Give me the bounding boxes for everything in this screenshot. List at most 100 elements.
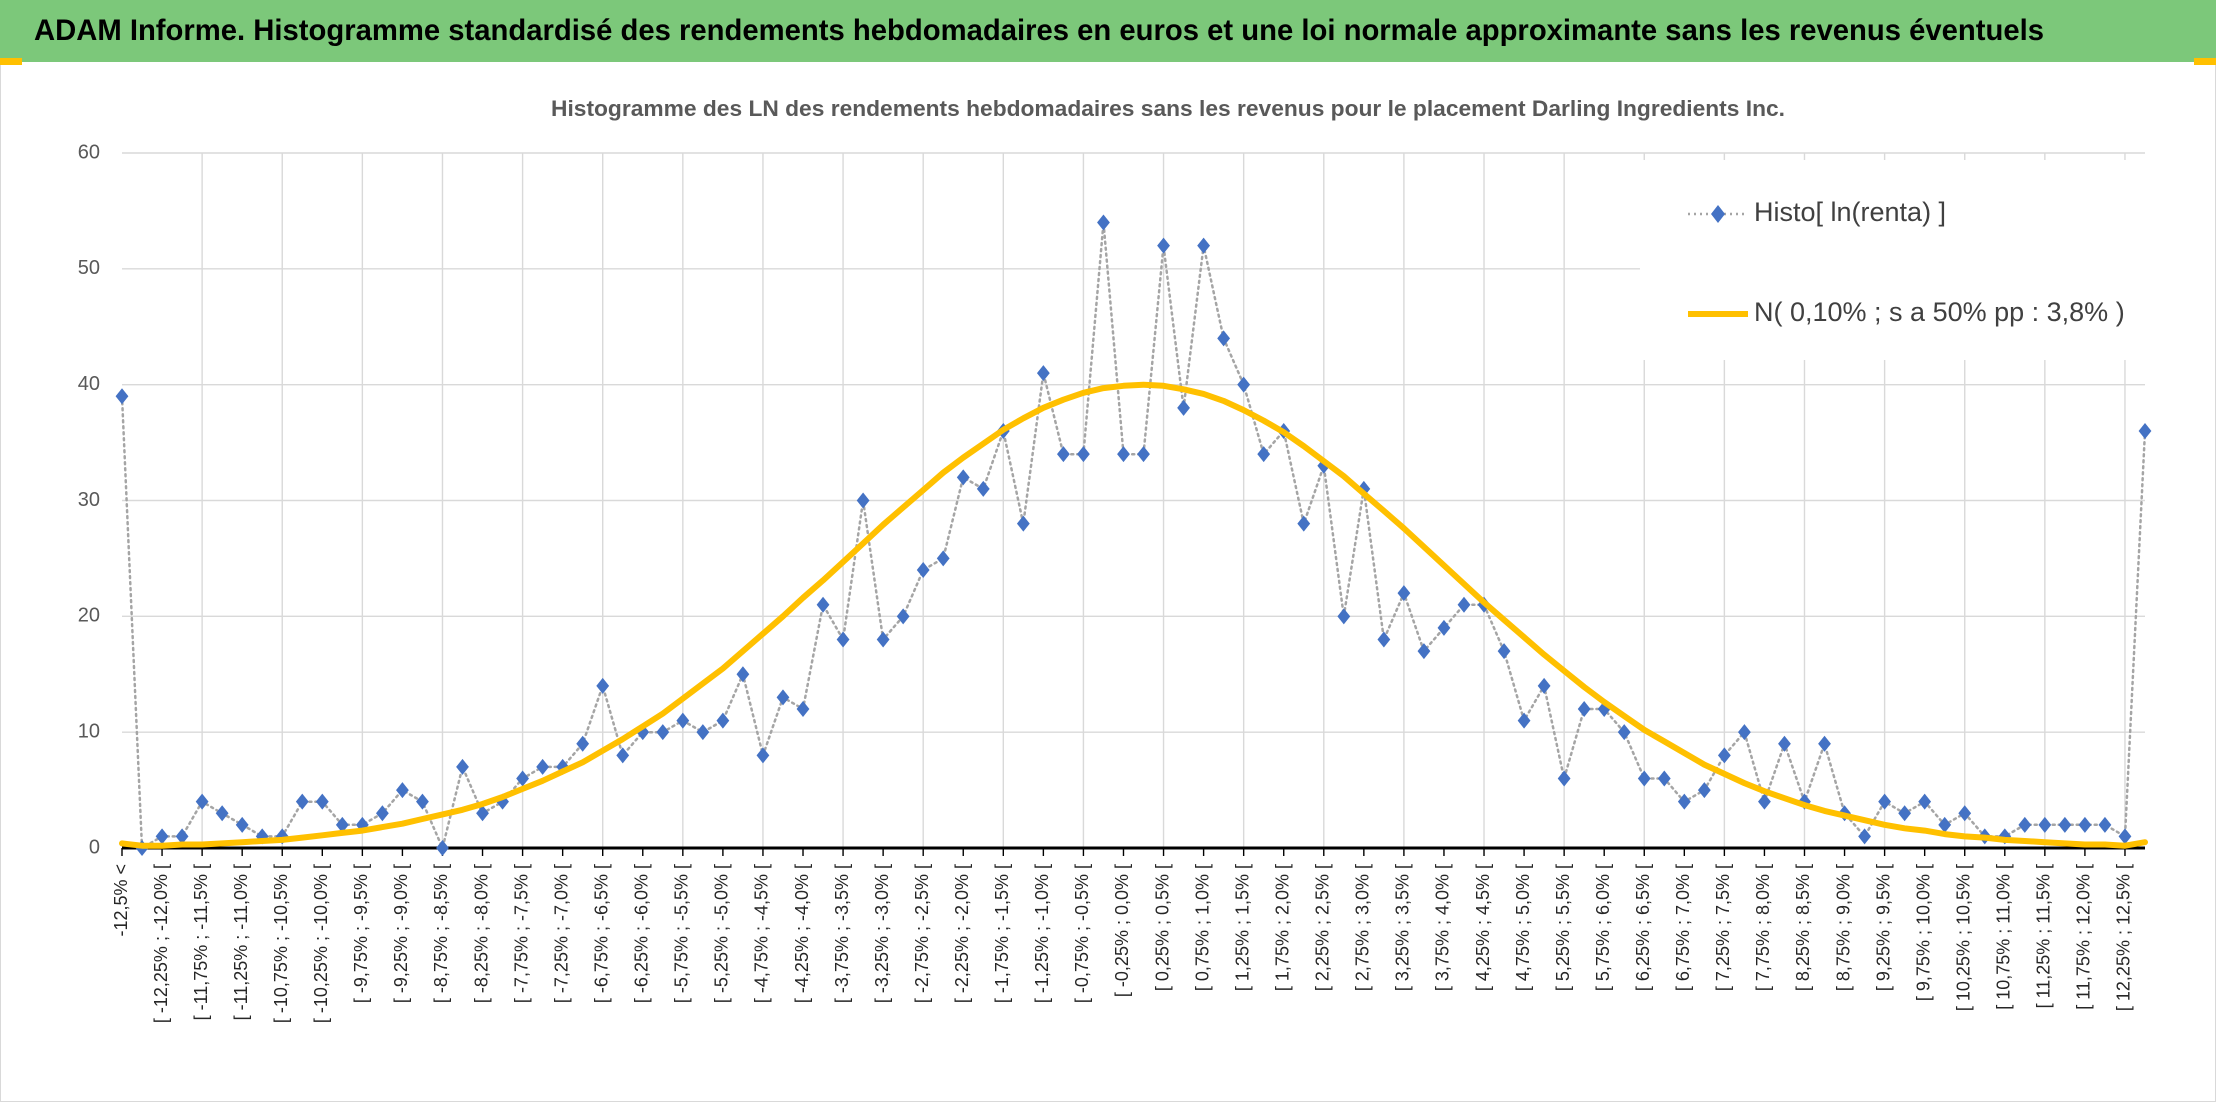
point-marker — [1677, 793, 1691, 810]
x-tick-label: [ 4,25% ; 4,5% [ — [1473, 864, 1493, 991]
point-marker — [656, 724, 670, 741]
title-bar — [0, 0, 2216, 62]
point-marker — [1758, 793, 1771, 810]
point-marker — [1778, 735, 1791, 752]
x-tick-label: [ 2,25% ; 2,5% [ — [1313, 864, 1333, 991]
point-marker — [1998, 828, 2012, 845]
x-tick-label: [ -2,75% ; -2,5% [ — [912, 864, 932, 1003]
point-marker — [936, 550, 950, 567]
x-tick-label: [ 0,75% ; 1,0% [ — [1192, 864, 1212, 991]
page-title: ADAM Informe. Histogramme standardisé de… — [34, 14, 2044, 47]
corner-mark — [0, 58, 22, 65]
point-marker — [916, 562, 930, 578]
x-tick-label: [ -0,25% ; 0,0% [ — [1112, 864, 1132, 997]
x-tick-label: [ -7,75% ; -7,5% [ — [511, 864, 531, 1003]
legend-label: N( 0,10% ; s a 50% pp : 3,8% ) — [1754, 297, 2125, 327]
point-marker — [2038, 816, 2052, 833]
point-marker — [1117, 446, 1130, 463]
x-tick-label: [ -10,25% ; -10,0% [ — [311, 864, 331, 1023]
point-marker — [1417, 643, 1431, 660]
x-tick-label: [ -4,75% ; -4,5% [ — [752, 864, 772, 1003]
point-marker — [1878, 793, 1892, 810]
x-tick-label: [ -11,75% ; -11,5% [ — [191, 864, 211, 1020]
series-line — [120, 221, 2147, 850]
x-tick-label: [ -9,75% ; -9,5% [ — [351, 864, 371, 1003]
point-marker — [1497, 643, 1511, 660]
point-marker — [736, 666, 750, 683]
point-marker — [2018, 816, 2032, 833]
point-marker — [1918, 793, 1932, 810]
x-tick-label: [ 10,75% ; 11,0% [ — [1994, 864, 2014, 1010]
point-marker — [776, 689, 790, 706]
point-marker — [1397, 585, 1411, 602]
point-marker — [1457, 596, 1471, 613]
x-tick-label: [ 1,75% ; 2,0% [ — [1272, 864, 1292, 991]
point-marker — [1738, 724, 1751, 741]
point-marker — [1337, 608, 1351, 625]
point-marker — [856, 492, 870, 509]
x-tick-label: [ 2,75% ; 3,0% [ — [1353, 864, 1373, 991]
x-tick-label: [ -5,75% ; -5,5% [ — [672, 864, 692, 1003]
point-marker — [1197, 237, 1211, 254]
x-tick-label: [ 12,25% ; 12,5% [ — [2114, 864, 2134, 1011]
point-marker — [676, 712, 690, 729]
point-marker — [1577, 701, 1591, 717]
point-marker — [396, 782, 409, 799]
point-marker — [2118, 828, 2132, 845]
point-marker — [375, 805, 389, 822]
y-tick-label: 0 — [89, 836, 100, 858]
chart-title: Histogramme des LN des rendements hebdom… — [551, 96, 1785, 121]
point-marker — [1898, 805, 1912, 822]
x-tick-label: [ -6,25% ; -6,0% [ — [632, 864, 652, 1003]
point-marker — [1016, 515, 1030, 532]
point-marker — [696, 724, 710, 741]
point-marker — [235, 816, 249, 833]
point-marker — [416, 793, 429, 810]
point-marker — [1958, 805, 1972, 822]
legend-box — [1640, 160, 2145, 360]
x-tick-label: [ 1,25% ; 1,5% [ — [1232, 864, 1252, 991]
x-tick-label: [ 0,25% ; 0,5% [ — [1152, 864, 1172, 991]
x-tick-label: [ 7,25% ; 7,5% [ — [1713, 864, 1733, 991]
y-tick-label: 40 — [78, 373, 100, 395]
x-tick-label: [ 5,25% ; 5,5% [ — [1553, 864, 1573, 991]
point-marker — [2098, 816, 2112, 833]
series-line — [119, 381, 2148, 849]
point-marker — [335, 816, 349, 833]
y-tick-label: 60 — [78, 141, 100, 163]
x-tick-label: [ 10,25% ; 10,5% [ — [1953, 864, 1973, 1011]
x-tick-label: [ 6,25% ; 6,5% [ — [1633, 864, 1653, 991]
point-marker — [1517, 712, 1531, 729]
point-marker — [1056, 446, 1070, 463]
point-marker — [1437, 619, 1451, 636]
x-tick-label: [ 8,75% ; 9,0% [ — [1833, 864, 1853, 991]
x-tick-label: [ 4,75% ; 5,0% [ — [1513, 864, 1533, 991]
legend-label: Histo[ ln(renta) ] — [1754, 197, 1946, 227]
point-marker — [1617, 724, 1631, 741]
y-tick-label: 10 — [78, 720, 100, 742]
x-tick-label: [ -5,25% ; -5,0% [ — [712, 864, 732, 1003]
x-tick-label: [ 8,25% ; 8,5% [ — [1793, 864, 1813, 991]
point-marker — [716, 712, 730, 729]
point-marker — [956, 469, 970, 486]
point-marker — [215, 805, 229, 822]
x-tick-label: [ -1,75% ; -1,5% [ — [992, 864, 1012, 1003]
plot: 0 10 20 30 40 50 60 -12,5% < [ -12,25% ; -12,0% … — [78, 141, 2152, 1023]
point-marker — [1036, 365, 1050, 382]
point-marker — [1377, 631, 1391, 648]
x-tick-label: [ 6,75% ; 7,0% [ — [1673, 864, 1693, 991]
point-marker — [2138, 423, 2152, 439]
y-tick-label: 20 — [78, 605, 100, 627]
legend-marker — [1711, 205, 1725, 223]
point-marker — [1097, 214, 1110, 231]
point-marker — [536, 758, 550, 775]
x-tick-label: [ 11,75% ; 12,0% [ — [2074, 864, 2094, 1010]
point-marker — [816, 596, 830, 613]
point-marker — [976, 480, 990, 497]
x-tick-label: [ -1,25% ; -1,0% [ — [1032, 864, 1052, 1003]
point-marker — [436, 840, 449, 856]
y-tick-label: 50 — [78, 257, 100, 279]
y-tick-label: 30 — [78, 489, 100, 511]
point-marker — [596, 677, 610, 694]
